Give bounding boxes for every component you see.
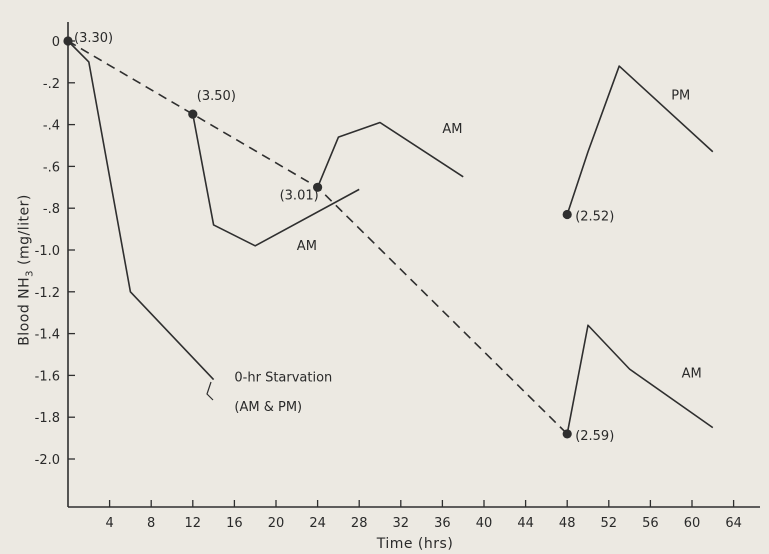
y-tick-label: 0	[52, 35, 60, 50]
y-axis-title: Blood NH3 (mg/liter)	[17, 194, 36, 346]
x-tick-label: 44	[517, 516, 534, 531]
data-point-label: (3.50)	[197, 89, 236, 104]
x-tick-label: 12	[185, 516, 202, 531]
series-line-4	[566, 65, 714, 215]
data-point-label: (3.30)	[74, 31, 113, 46]
x-tick-label: 36	[434, 516, 451, 531]
data-point-marker	[562, 209, 572, 220]
x-tick-label: 52	[601, 516, 618, 531]
data-point-marker	[562, 429, 572, 439]
annotation-label: 0-hr Starvation	[234, 371, 332, 386]
x-tick-label: 28	[351, 516, 368, 531]
y-tick-label: -.8	[43, 202, 60, 217]
y-tick-label: -1.4	[35, 328, 60, 343]
x-tick-label: 32	[393, 516, 410, 531]
x-tick-label: 56	[642, 516, 659, 531]
x-tick-label: 16	[226, 516, 243, 531]
y-tick-label: -1.0	[35, 244, 60, 259]
y-tick-label: -.6	[43, 160, 60, 175]
x-tick-label: 60	[684, 516, 701, 531]
y-tick-label: -.2	[43, 77, 60, 92]
x-tick-label: 48	[559, 516, 576, 531]
data-point-marker	[313, 182, 323, 192]
x-tick-label: 4	[105, 516, 113, 531]
y-tick-label: -1.6	[35, 369, 60, 384]
x-tick-label: 64	[725, 516, 742, 531]
data-point-label: (3.01)	[280, 188, 319, 203]
data-point-label: (2.59)	[575, 429, 614, 444]
data-point-label: (2.52)	[575, 209, 614, 224]
y-tick-label: -1.2	[35, 286, 60, 301]
annotation-leader	[206, 381, 214, 401]
y-tick-label: -2.0	[35, 453, 60, 468]
annotation-label: PM	[671, 89, 690, 104]
annotation-label: AM	[682, 366, 702, 381]
annotation-label: AM	[442, 122, 462, 137]
y-tick-label: -.4	[43, 119, 60, 134]
annotation-label: AM	[297, 239, 317, 254]
data-point-marker	[63, 36, 73, 46]
x-tick-label: 24	[309, 516, 326, 531]
x-tick-label: 40	[476, 516, 493, 531]
dashed-series-line	[67, 40, 568, 435]
series-line-2	[192, 114, 360, 247]
x-tick-label: 8	[147, 516, 155, 531]
x-tick-label: 20	[268, 516, 285, 531]
y-axis-title-text: Blood NH3 (mg/liter)	[16, 194, 36, 346]
series-line-5	[566, 324, 714, 435]
y-tick-label: -1.8	[35, 411, 60, 426]
series-line-3	[316, 121, 464, 188]
annotation-label: (AM & PM)	[234, 400, 302, 415]
x-axis-title: Time (hrs)	[376, 536, 454, 552]
series-line-1	[67, 40, 215, 381]
data-point-marker	[188, 109, 198, 119]
